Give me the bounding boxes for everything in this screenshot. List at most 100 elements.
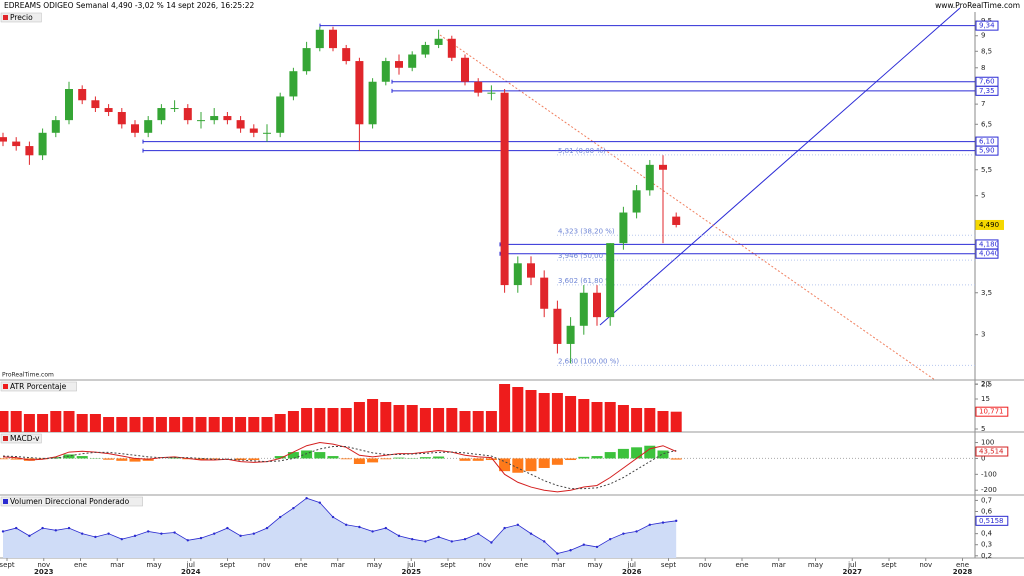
current-value-label: 4,490 (979, 221, 999, 229)
candle-body (632, 190, 641, 213)
bar (301, 408, 313, 432)
histogram-bar (538, 458, 550, 468)
point (661, 521, 665, 524)
panel-icon (3, 436, 8, 441)
point (226, 526, 229, 530)
histogram-bar (195, 458, 207, 461)
point (595, 545, 599, 549)
x-year-label: 2023 (34, 568, 54, 576)
point (569, 549, 572, 552)
candle-body (315, 29, 324, 49)
bar (182, 417, 194, 432)
histogram-bar (433, 456, 445, 459)
histogram-bar (565, 458, 577, 461)
candle-body (38, 132, 47, 156)
panel-title-box (0, 433, 42, 444)
fib-label: 4,323 (38,20 %) (558, 227, 615, 235)
candle-body (236, 120, 245, 129)
bar (406, 405, 418, 432)
current-value-box (975, 446, 1009, 457)
bar (314, 408, 326, 432)
point (463, 537, 467, 541)
histogram-bar (419, 457, 431, 459)
y-tick-label: 2,5 (981, 380, 992, 388)
candle-body (540, 277, 549, 309)
candle-body (487, 92, 496, 94)
y-tick-label: 0,6 (981, 508, 993, 516)
candle-body (355, 61, 364, 125)
current-value-label: 10,771 (979, 408, 1004, 416)
bar (393, 405, 405, 432)
bar (631, 408, 643, 432)
x-tick-label: mar (331, 561, 345, 569)
signal-line (2, 446, 677, 490)
bar (446, 408, 458, 432)
point (133, 534, 137, 538)
candle-body (210, 116, 219, 121)
candle-body (579, 292, 588, 326)
current-value-label: 43,514 (979, 448, 1004, 456)
point (147, 530, 150, 533)
candle-body (553, 308, 562, 344)
y-tick-label: 5,5 (981, 166, 992, 174)
point (358, 525, 361, 529)
bar (670, 411, 682, 432)
candle-body (513, 263, 522, 286)
x-tick-label: nov (258, 561, 271, 569)
candle-body (395, 61, 403, 68)
x-tick-label: nov (699, 561, 712, 569)
bar (142, 417, 154, 432)
trend-line (599, 7, 961, 326)
candle-body (144, 120, 153, 133)
candle-body (25, 146, 34, 156)
candle-body (672, 216, 681, 225)
bar (367, 399, 379, 432)
y-tick-label: 15 (981, 395, 990, 403)
fib-label: 2,680 (100,00 %) (558, 357, 619, 365)
x-tick-label: mar (772, 561, 786, 569)
bar (129, 417, 141, 432)
bar (525, 390, 537, 432)
x-tick-label: jul (847, 561, 856, 569)
bar (195, 417, 207, 432)
point (648, 523, 651, 526)
x-tick-label: ene (74, 561, 87, 569)
histogram-bar (129, 458, 141, 462)
histogram-bar (591, 456, 603, 459)
bar (485, 411, 497, 432)
candle-body (606, 243, 615, 318)
x-tick-label: may (587, 561, 602, 569)
point (279, 515, 282, 519)
histogram-bar (459, 458, 471, 461)
bar (419, 408, 431, 432)
candle-body (131, 124, 139, 133)
point (675, 519, 678, 523)
level-label: 7,60 (979, 78, 995, 86)
y-tick-label: 0,4 (981, 530, 993, 538)
level-label-box (975, 145, 999, 156)
point (213, 532, 216, 535)
point (477, 532, 480, 535)
level-label: 4,040 (979, 250, 999, 258)
current-value-box (975, 515, 1009, 526)
point (28, 534, 31, 538)
histogram-bar (327, 456, 339, 459)
bar (340, 408, 352, 432)
histogram-bar (248, 458, 260, 461)
histogram-bar (235, 458, 247, 461)
histogram-bar (314, 452, 326, 459)
candle-body (197, 120, 205, 122)
point (635, 530, 638, 533)
point (15, 526, 18, 530)
histogram-bar (472, 458, 484, 461)
bar (604, 402, 616, 432)
bar (0, 411, 9, 432)
point (81, 532, 84, 535)
bar (591, 402, 603, 432)
area-line (2, 497, 677, 555)
histogram-bar (0, 458, 9, 460)
candle-body (500, 92, 509, 286)
bar (76, 414, 88, 432)
bar (248, 417, 260, 432)
point (529, 532, 533, 535)
